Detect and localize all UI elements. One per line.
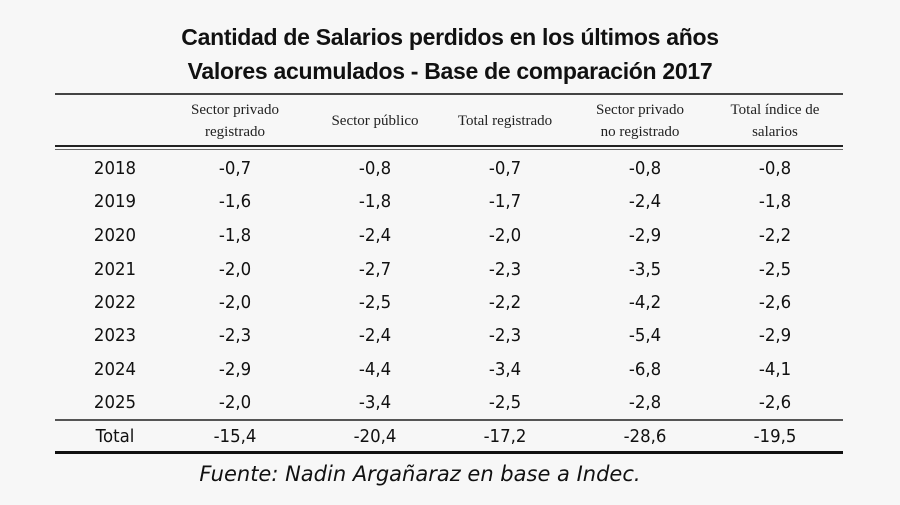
value-cell: -0,8 [758,158,792,179]
value-cell: -0,7 [218,158,252,179]
header-line: Total registrado [457,113,553,129]
year-cell: 2024 [93,359,137,380]
value-cell: -2,0 [488,225,522,246]
total-value-cell: -15,4 [213,426,257,447]
total-value-cell: -20,4 [353,426,397,447]
value-cell: -2,4 [358,225,392,246]
year-cell: 2023 [93,325,137,346]
value-cell: -1,7 [488,191,522,212]
value-cell: -4,2 [628,292,662,313]
column-header-total-registrado: Total registrado [440,98,570,144]
column-header-sector-privado-registrado: Sector privado registrado [175,98,295,144]
year-cell: 2025 [93,392,137,413]
year-cell: 2018 [93,158,137,179]
value-cell: -2,9 [758,325,792,346]
source-note: Fuente: Nadin Argañaraz en base a Indec. [199,462,641,486]
table-row: 2023 -2,3 -2,4 -2,3 -5,4 -2,9 [55,319,843,352]
table-title: Cantidad de Salarios perdidos en los últ… [181,24,719,50]
total-rule [55,419,843,421]
column-header-total-indice-salarios: Total índice de salarios [710,98,840,144]
header-line: Sector privado [191,102,279,118]
column-header-sector-publico: Sector público [310,98,440,144]
value-cell: -2,9 [628,225,662,246]
value-cell: -2,4 [628,191,662,212]
table-row: 2024 -2,9 -4,4 -3,4 -6,8 -4,1 [55,353,843,386]
value-cell: -4,1 [758,359,792,380]
value-cell: -2,5 [758,259,792,280]
value-cell: -5,4 [628,325,662,346]
year-cell: 2021 [93,259,137,280]
value-cell: -2,9 [218,359,252,380]
value-cell: -2,3 [218,325,252,346]
value-cell: -0,7 [488,158,522,179]
header-line: salarios [752,124,798,140]
value-cell: -1,6 [218,191,252,212]
value-cell: -2,7 [358,259,392,280]
table-row: 2021 -2,0 -2,7 -2,3 -3,5 -2,5 [55,253,843,286]
value-cell: -2,0 [218,259,252,280]
table-row: 2025 -2,0 -3,4 -2,5 -2,8 -2,6 [55,386,843,419]
table-row: 2020 -1,8 -2,4 -2,0 -2,9 -2,2 [55,219,843,252]
year-cell: 2019 [93,191,137,212]
header-line: no registrado [600,124,680,140]
value-cell: -0,8 [628,158,662,179]
header-line: registrado [205,124,265,140]
total-row: Total -15,4 -20,4 -17,2 -28,6 -19,5 [55,420,843,453]
value-cell: -2,2 [488,292,522,313]
value-cell: -3,5 [628,259,662,280]
header-rule [55,145,843,147]
value-cell: -6,8 [628,359,662,380]
value-cell: -2,8 [628,392,662,413]
value-cell: -1,8 [758,191,792,212]
value-cell: -3,4 [358,392,392,413]
value-cell: -2,0 [218,292,252,313]
header-line: Sector privado [596,102,684,118]
value-cell: -2,6 [758,392,792,413]
value-cell: -2,5 [358,292,392,313]
value-cell: -2,3 [488,325,522,346]
table-row: 2019 -1,6 -1,8 -1,7 -2,4 -1,8 [55,185,843,218]
value-cell: -3,4 [488,359,522,380]
year-cell: 2020 [93,225,137,246]
value-cell: -2,3 [488,259,522,280]
bottom-rule [55,451,843,454]
value-cell: -1,8 [218,225,252,246]
total-value-cell: -17,2 [483,426,527,447]
total-value-cell: -19,5 [753,426,797,447]
value-cell: -1,8 [358,191,392,212]
header-rule-secondary [55,149,843,150]
total-value-cell: -28,6 [623,426,667,447]
header-line: Sector público [331,113,419,129]
column-header-sector-privado-no-registrado: Sector privado no registrado [575,98,705,144]
table-subtitle: Valores acumulados - Base de comparación… [187,58,713,84]
total-label: Total [95,426,135,447]
value-cell: -2,4 [358,325,392,346]
header-line: Total índice de [730,102,820,118]
table-row: 2022 -2,0 -2,5 -2,2 -4,2 -2,6 [55,286,843,319]
value-cell: -2,6 [758,292,792,313]
value-cell: -2,5 [488,392,522,413]
value-cell: -4,4 [358,359,392,380]
year-cell: 2022 [93,292,137,313]
value-cell: -2,2 [758,225,792,246]
value-cell: -2,0 [218,392,252,413]
top-rule [55,93,843,95]
value-cell: -0,8 [358,158,392,179]
table-row: 2018 -0,7 -0,8 -0,7 -0,8 -0,8 [55,152,843,185]
